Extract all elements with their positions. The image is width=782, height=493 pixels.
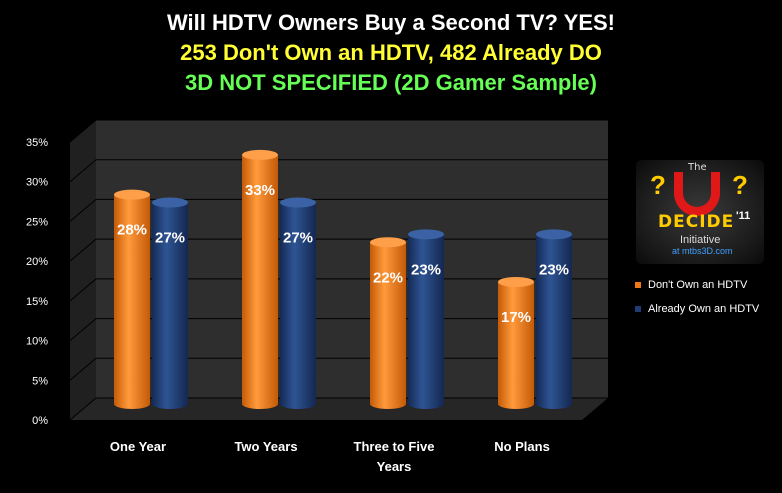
y-tick-label: 0%	[32, 415, 48, 427]
chart-subtitle-2: 3D NOT SPECIFIED (2D Gamer Sample)	[185, 70, 597, 95]
legend-label-series-2: Already Own an HDTV	[648, 303, 760, 315]
x-tick-label: Years	[377, 459, 412, 474]
bar	[114, 194, 150, 409]
data-label: 28%	[117, 222, 147, 239]
side-wall	[70, 120, 96, 420]
x-tick-label: Three to Five	[354, 439, 435, 454]
decide-initiative-logo: The ? ? DECIDE '11 Initiative at mtbs3D.…	[636, 160, 764, 264]
data-label: 22%	[373, 269, 403, 286]
legend-item-series-1: Don't Own an HDTV	[635, 278, 759, 292]
gridline	[69, 119, 608, 143]
bar-top	[408, 229, 444, 240]
y-tick-label: 20%	[26, 256, 48, 268]
data-label: 27%	[283, 230, 313, 247]
logo-url-text: at mtbs3D.com	[672, 246, 733, 256]
bar-top	[498, 276, 534, 287]
data-label: 17%	[501, 309, 531, 326]
y-tick-label: 10%	[26, 336, 48, 348]
logo-the-text: The	[688, 162, 707, 173]
bar	[408, 234, 444, 409]
bar-top	[280, 197, 316, 208]
data-label: 33%	[245, 182, 275, 199]
x-tick-label: Two Years	[234, 439, 297, 454]
y-tick-label: 35%	[26, 137, 48, 149]
y-tick-label: 15%	[26, 296, 48, 308]
data-label: 27%	[155, 230, 185, 247]
floor	[70, 398, 608, 420]
back-wall	[96, 120, 608, 398]
bar-top	[152, 197, 188, 208]
data-label: 23%	[411, 261, 441, 278]
legend-label-series-1: Don't Own an HDTV	[648, 279, 748, 291]
y-tick-label: 5%	[32, 375, 48, 387]
chart-titles: Will HDTV Owners Buy a Second TV? YES! 2…	[0, 8, 782, 98]
y-tick-label: 30%	[26, 177, 48, 189]
logo-initiative-text: Initiative	[680, 234, 721, 246]
chart-subtitle-1: 253 Don't Own an HDTV, 482 Already DO	[180, 40, 602, 65]
logo-u-shape	[674, 172, 720, 216]
bar	[242, 154, 278, 409]
gridline	[69, 159, 608, 183]
bar-top	[242, 149, 278, 160]
bar	[280, 202, 316, 409]
bar-top	[536, 229, 572, 240]
x-tick-label: One Year	[110, 439, 166, 454]
gridline	[69, 198, 608, 222]
logo-question-mark-right: ?	[732, 170, 748, 200]
bar	[498, 281, 534, 409]
x-tick-label: No Plans	[494, 439, 550, 454]
logo-year-text: '11	[736, 210, 751, 222]
logo-decide-text: DECIDE	[658, 212, 735, 232]
legend-swatch-series-2	[635, 306, 641, 312]
legend-item-series-2: Already Own an HDTV	[635, 302, 759, 316]
y-tick-label: 25%	[26, 216, 48, 228]
chart-title: Will HDTV Owners Buy a Second TV? YES!	[166, 10, 616, 35]
legend-swatch-series-1	[635, 282, 641, 288]
data-label: 23%	[539, 261, 569, 278]
bar-top	[370, 237, 406, 248]
bar	[536, 234, 572, 409]
bar	[152, 202, 188, 409]
logo-question-mark-left: ?	[650, 170, 666, 200]
bar	[370, 242, 406, 409]
chart-legend: Don't Own an HDTV Already Own an HDTV	[635, 278, 759, 326]
bar-top	[114, 189, 150, 200]
